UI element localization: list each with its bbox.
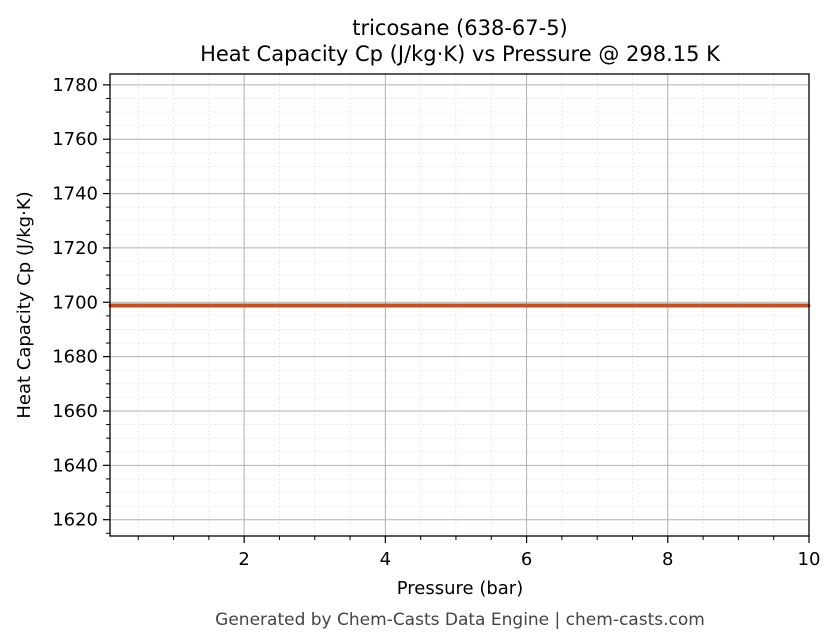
- y-tick-label: 1700: [52, 292, 98, 313]
- x-axis-label: Pressure (bar): [397, 578, 523, 599]
- data-point: [595, 304, 599, 308]
- series-layer: [108, 303, 811, 308]
- y-tick-label: 1680: [52, 347, 98, 368]
- y-tick-label: 1620: [52, 510, 98, 531]
- data-point: [525, 304, 529, 308]
- y-tick-label: 1640: [52, 455, 98, 476]
- chart-subtitle: Heat Capacity Cp (J/kg·K) vs Pressure @ …: [200, 42, 721, 66]
- x-tick-label: 6: [521, 549, 532, 570]
- x-tick-label: 2: [238, 549, 249, 570]
- data-point: [242, 304, 246, 308]
- footer-credit: Generated by Chem-Casts Data Engine | ch…: [215, 610, 705, 630]
- data-point: [736, 304, 740, 308]
- minor-grid: [110, 74, 809, 536]
- plot-frame: [109, 73, 810, 537]
- data-point: [172, 304, 176, 308]
- y-axis-label: Heat Capacity Cp (J/kg·K): [14, 191, 35, 418]
- chart-title: tricosane (638-67-5): [352, 16, 568, 40]
- y-tick-label: 1720: [52, 238, 98, 259]
- x-tick-label: 8: [662, 549, 673, 570]
- data-point: [454, 304, 458, 308]
- axis-ticks: 2 4 6 8 10 1620 1640 1660 1680 1700 1720 1740 1760 17…: [52, 75, 820, 570]
- y-tick-label: 1740: [52, 184, 98, 205]
- data-point: [666, 304, 670, 308]
- y-tick-label: 1660: [52, 401, 98, 422]
- x-tick-label: 4: [380, 549, 391, 570]
- y-tick-label: 1780: [52, 75, 98, 96]
- x-tick-label: 10: [798, 549, 821, 570]
- data-point: [383, 304, 387, 308]
- data-point: [313, 304, 317, 308]
- y-tick-label: 1760: [52, 129, 98, 150]
